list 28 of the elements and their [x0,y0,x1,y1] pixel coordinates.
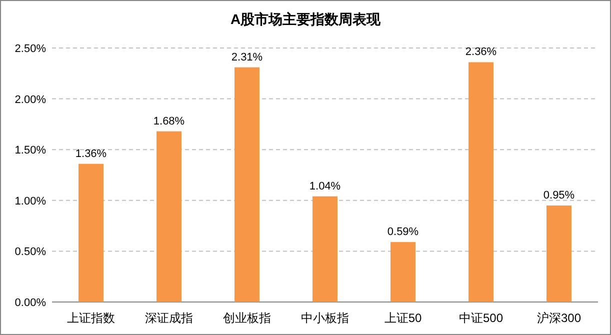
x-tick-label: 上证指数 [67,311,115,325]
data-label: 0.95% [543,189,575,202]
data-label: 2.31% [231,51,263,64]
bar [312,196,338,302]
x-tick-label: 创业板指 [223,311,271,325]
y-tick-label: 0.50% [14,246,46,258]
chart-title: A股市场主要指数周表现 [230,11,382,27]
y-tick-label: 1.50% [14,144,46,157]
bar [234,67,260,302]
data-label: 2.36% [465,46,497,58]
y-tick-label: 2.50% [14,43,46,55]
x-tick-label: 中小板指 [301,311,349,325]
bar [390,242,416,302]
x-tick-label: 沪深300 [536,311,582,325]
x-tick-label: 上证50 [384,311,422,325]
y-tick-label: 2.00% [14,94,46,106]
data-label: 0.59% [387,226,419,238]
x-tick-label: 中证500 [458,311,504,325]
bar [156,131,182,302]
data-label: 1.04% [309,180,341,192]
x-tick-label: 深证成指 [145,311,193,325]
bar [546,205,572,302]
y-tick-label: 1.00% [14,195,46,208]
y-tick-label: 0.00% [14,297,46,309]
bar [468,62,494,302]
bar [78,164,104,302]
data-label: 1.68% [153,115,185,128]
data-label: 1.36% [75,148,107,160]
